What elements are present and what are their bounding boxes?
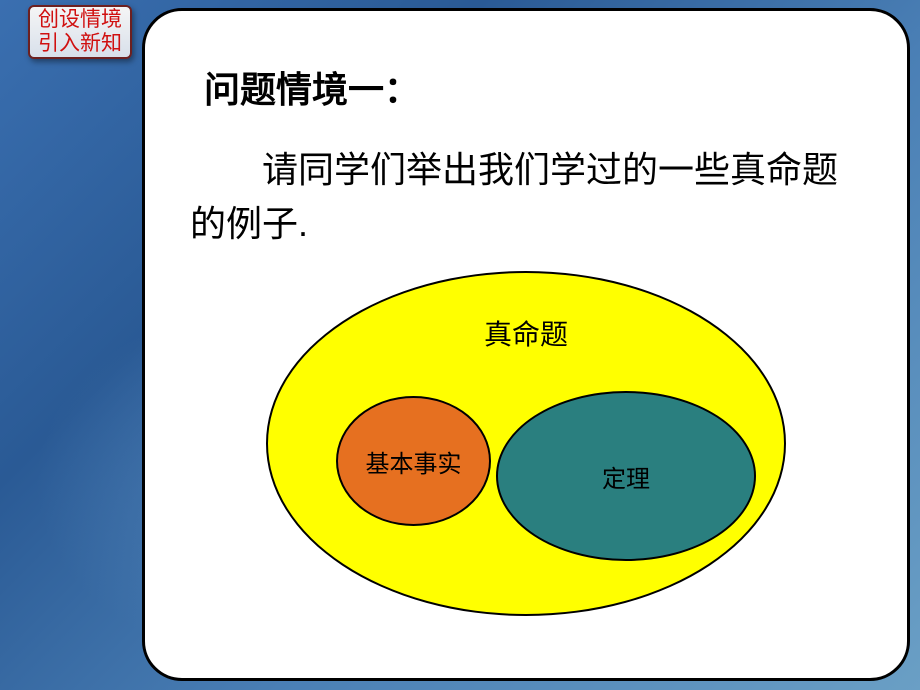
venn-inner-right-label: 定理 xyxy=(602,459,650,494)
heading: 问题情境一： xyxy=(204,61,862,113)
venn-diagram: 真命题 基本事实 定理 xyxy=(266,271,786,616)
badge-line1: 创设情境 xyxy=(38,8,122,32)
venn-outer-label: 真命题 xyxy=(484,313,568,353)
venn-inner-right-ellipse: 定理 xyxy=(496,391,756,561)
badge-line2: 引入新知 xyxy=(38,32,122,56)
section-badge: 创设情境 引入新知 xyxy=(28,5,132,59)
venn-inner-left-label: 基本事实 xyxy=(366,444,462,479)
body-text: 请同学们举出我们学过的一些真命题的例子. xyxy=(190,143,862,251)
content-panel: 问题情境一： 请同学们举出我们学过的一些真命题的例子. 真命题 基本事实 定理 xyxy=(142,8,910,681)
venn-inner-left-ellipse: 基本事实 xyxy=(336,396,491,526)
